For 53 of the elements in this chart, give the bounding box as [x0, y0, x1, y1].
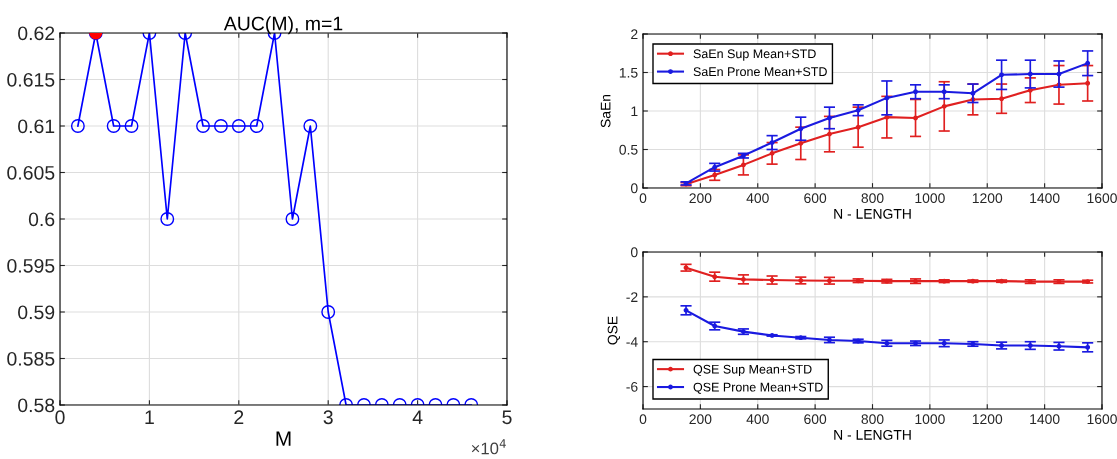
y-axis-title: SaEn [600, 94, 611, 128]
y-tick-label: 0.61 [18, 119, 55, 134]
x-tick-label: 1000 [915, 414, 945, 425]
y-tick-label: 0.605 [7, 165, 55, 180]
legend-label: QSE Prone Mean+STD [693, 382, 823, 394]
y-tick-label: -2 [626, 292, 638, 302]
x-axis-title: N - LENGTH [834, 208, 911, 219]
x-tick-label: 1600 [1087, 414, 1117, 425]
y-tick-label: 0.585 [7, 351, 55, 366]
x-axis-title: N - LENGTH [834, 429, 911, 440]
x-tick-label: 200 [689, 193, 712, 204]
legend-label: QSE Sup Mean+STD [693, 364, 812, 377]
x-tick-label: 1200 [972, 193, 1003, 204]
x-tick-label: 800 [861, 414, 884, 425]
y-tick-label: 0 [630, 247, 638, 258]
y-tick-label: 2 [631, 29, 638, 40]
x-tick-label: 800 [861, 193, 884, 204]
y-tick-label: 0.62 [18, 26, 55, 41]
y-tick-label: 1.5 [619, 67, 638, 78]
x-tick-label: 400 [746, 193, 769, 204]
y-tick-label: -6 [626, 381, 638, 392]
x-tick-label: 3 [323, 410, 333, 425]
x-tick-label: 1000 [915, 193, 945, 204]
x-tick-label: 0 [639, 414, 647, 425]
x-tick-label: 1200 [972, 414, 1003, 425]
y-axis-title: QSE [607, 316, 620, 345]
y-tick-label: 0.5 [619, 144, 638, 155]
x-tick-label: 0 [55, 410, 65, 425]
y-tick-label: 1 [631, 106, 638, 117]
legend-label: SaEn Sup Mean+STD [693, 49, 816, 61]
y-tick-label: 0.58 [18, 398, 55, 413]
x-tick-label: 600 [804, 414, 827, 425]
y-tick-label: 0.6 [28, 212, 55, 227]
text: ×10$^{4}$ [471, 439, 506, 455]
x-tick-label: 1 [145, 410, 154, 424]
x-tick-label: 1400 [1030, 414, 1060, 425]
y-tick-label: 0.595 [7, 258, 55, 273]
y-tick-label: -4 [626, 337, 638, 347]
x-tick-label: 1600 [1087, 193, 1117, 204]
x-tick-label: 400 [746, 414, 769, 425]
x-tick-label: 1400 [1030, 193, 1060, 204]
chart-title: AUC(M), m=1 [223, 16, 343, 35]
y-tick-label: 0 [630, 183, 638, 194]
x-tick-label: 600 [804, 193, 827, 204]
y-tick-label: 0.615 [7, 72, 55, 87]
y-tick-label: 0.59 [18, 305, 55, 320]
x-axis-title: M [276, 431, 291, 446]
x-tick-label: 4 [412, 410, 423, 424]
x-tick-label: 200 [689, 414, 712, 425]
x-tick-label: 0 [639, 193, 647, 204]
legend-label: SaEn Prone Mean+STD [693, 67, 827, 77]
x-tick-label: 2 [234, 410, 244, 424]
x-tick-label: 5 [502, 410, 512, 425]
